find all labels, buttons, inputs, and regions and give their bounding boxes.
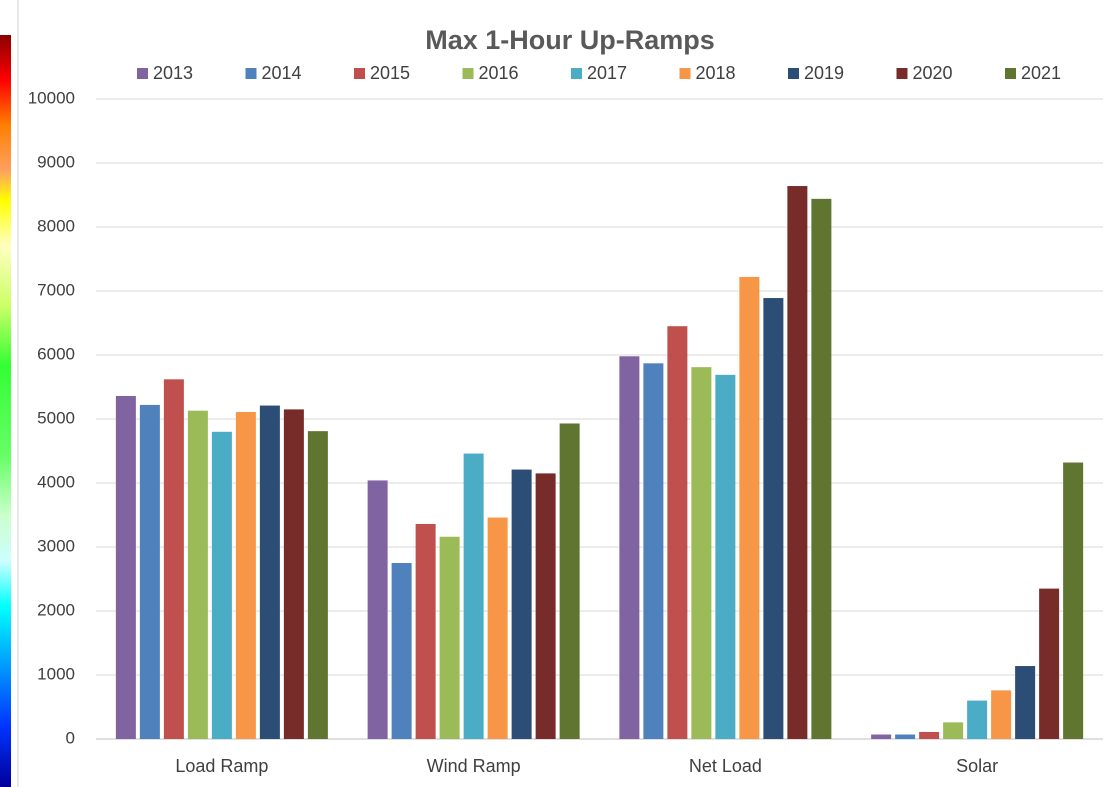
bar bbox=[139, 404, 160, 739]
legend-swatch bbox=[896, 68, 908, 79]
bar bbox=[739, 276, 760, 739]
bar bbox=[943, 722, 964, 739]
bar bbox=[211, 431, 232, 739]
legend-label: 2018 bbox=[696, 63, 736, 83]
legend-label: 2020 bbox=[913, 63, 953, 83]
bar bbox=[787, 186, 808, 740]
y-tick-label: 1000 bbox=[37, 664, 75, 683]
legend-swatch bbox=[788, 68, 799, 79]
legend-label: 2014 bbox=[262, 63, 302, 83]
y-tick-label: 0 bbox=[66, 728, 75, 747]
bar bbox=[235, 411, 256, 739]
y-tick-label: 10000 bbox=[28, 88, 75, 107]
bar bbox=[967, 700, 988, 739]
legend-label: 2017 bbox=[587, 63, 627, 83]
y-tick-label: 7000 bbox=[37, 280, 75, 299]
bar bbox=[643, 363, 664, 739]
bar bbox=[283, 409, 304, 739]
x-tick-label: Solar bbox=[956, 756, 998, 776]
bar bbox=[439, 536, 460, 739]
bar bbox=[919, 731, 940, 739]
legend-label: 2015 bbox=[370, 63, 410, 83]
legend-swatch bbox=[679, 68, 691, 79]
bar bbox=[463, 453, 484, 739]
bar bbox=[871, 734, 892, 739]
y-tick-label: 4000 bbox=[37, 472, 75, 491]
legend-label: 2013 bbox=[153, 63, 193, 83]
bar bbox=[619, 356, 640, 739]
bar bbox=[187, 410, 208, 739]
y-tick-label: 5000 bbox=[37, 408, 75, 427]
bar bbox=[895, 734, 916, 739]
legend-swatch bbox=[245, 68, 257, 79]
chart-title: Max 1-Hour Up-Ramps bbox=[425, 25, 715, 55]
y-tick-label: 9000 bbox=[37, 152, 75, 171]
bar bbox=[1015, 666, 1036, 739]
bar bbox=[259, 405, 280, 739]
bar bbox=[763, 298, 784, 739]
x-tick-label: Net Load bbox=[689, 756, 762, 776]
bar bbox=[559, 423, 580, 739]
bar bbox=[487, 517, 508, 739]
legend-label: 2019 bbox=[804, 63, 844, 83]
bar bbox=[511, 469, 532, 739]
bar bbox=[391, 563, 412, 739]
y-tick-label: 2000 bbox=[37, 600, 75, 619]
bar bbox=[415, 523, 436, 739]
legend-swatch bbox=[1005, 68, 1016, 79]
bar bbox=[691, 367, 712, 739]
bar bbox=[811, 198, 832, 740]
y-tick-label: 3000 bbox=[37, 536, 75, 555]
y-tick-label: 8000 bbox=[37, 216, 75, 235]
legend-swatch bbox=[462, 68, 474, 79]
legend-label: 2021 bbox=[1021, 63, 1061, 83]
legend-swatch bbox=[571, 68, 582, 79]
bar bbox=[367, 480, 388, 739]
legend-label: 2016 bbox=[479, 63, 519, 83]
x-tick-label: Wind Ramp bbox=[427, 756, 521, 776]
bar bbox=[1063, 462, 1084, 739]
y-tick-label: 6000 bbox=[37, 344, 75, 363]
legend-swatch bbox=[354, 68, 365, 79]
bar bbox=[715, 374, 736, 739]
color-strip bbox=[0, 35, 11, 787]
bar bbox=[991, 690, 1012, 739]
bar bbox=[667, 326, 688, 739]
bar bbox=[1039, 588, 1060, 739]
bar bbox=[163, 379, 184, 739]
bar bbox=[535, 473, 556, 739]
bar bbox=[307, 431, 328, 739]
bar bbox=[115, 395, 136, 739]
legend-swatch bbox=[137, 68, 148, 79]
x-tick-label: Load Ramp bbox=[175, 756, 268, 776]
